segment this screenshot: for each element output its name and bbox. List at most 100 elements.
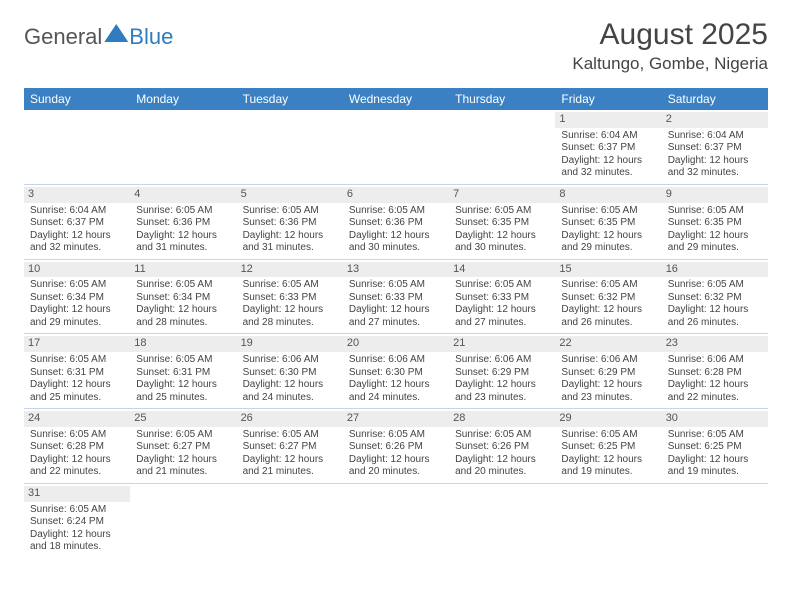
sunrise-text: Sunrise: 6:06 AM [243, 354, 337, 367]
day-header: Sunday [24, 88, 130, 110]
daylight-text: Daylight: 12 hours [30, 230, 124, 243]
sunrise-text: Sunrise: 6:05 AM [30, 504, 124, 517]
day-number: 16 [662, 262, 768, 278]
day-number: 24 [24, 411, 130, 427]
day-number: 5 [237, 187, 343, 203]
sunset-text: Sunset: 6:29 PM [561, 367, 655, 380]
daylight-text: and 27 minutes. [455, 317, 549, 330]
daylight-text: Daylight: 12 hours [561, 379, 655, 392]
daylight-text: Daylight: 12 hours [668, 454, 762, 467]
calendar-table: Sunday Monday Tuesday Wednesday Thursday… [24, 88, 768, 558]
sunset-text: Sunset: 6:25 PM [668, 441, 762, 454]
calendar-day-cell: 31Sunrise: 6:05 AMSunset: 6:24 PMDayligh… [24, 483, 130, 557]
calendar-day-cell: 10Sunrise: 6:05 AMSunset: 6:34 PMDayligh… [24, 259, 130, 334]
calendar-day-cell: 27Sunrise: 6:05 AMSunset: 6:26 PMDayligh… [343, 409, 449, 484]
calendar-day-cell: 17Sunrise: 6:05 AMSunset: 6:31 PMDayligh… [24, 334, 130, 409]
daylight-text: and 26 minutes. [668, 317, 762, 330]
daylight-text: Daylight: 12 hours [136, 454, 230, 467]
sunrise-text: Sunrise: 6:05 AM [561, 205, 655, 218]
sunset-text: Sunset: 6:30 PM [349, 367, 443, 380]
daylight-text: and 25 minutes. [136, 392, 230, 405]
sunrise-text: Sunrise: 6:04 AM [30, 205, 124, 218]
day-number: 26 [237, 411, 343, 427]
daylight-text: and 27 minutes. [349, 317, 443, 330]
sunset-text: Sunset: 6:31 PM [30, 367, 124, 380]
daylight-text: and 25 minutes. [30, 392, 124, 405]
sunrise-text: Sunrise: 6:05 AM [30, 279, 124, 292]
sunset-text: Sunset: 6:25 PM [561, 441, 655, 454]
calendar-day-cell [343, 483, 449, 557]
day-number: 20 [343, 336, 449, 352]
sunset-text: Sunset: 6:32 PM [561, 292, 655, 305]
daylight-text: Daylight: 12 hours [668, 155, 762, 168]
daylight-text: Daylight: 12 hours [243, 304, 337, 317]
calendar-day-cell [24, 110, 130, 184]
calendar-day-cell: 11Sunrise: 6:05 AMSunset: 6:34 PMDayligh… [130, 259, 236, 334]
calendar-day-cell: 12Sunrise: 6:05 AMSunset: 6:33 PMDayligh… [237, 259, 343, 334]
daylight-text: and 21 minutes. [243, 466, 337, 479]
calendar-day-cell [662, 483, 768, 557]
calendar-day-cell: 3Sunrise: 6:04 AMSunset: 6:37 PMDaylight… [24, 184, 130, 259]
sunrise-text: Sunrise: 6:05 AM [455, 429, 549, 442]
sunrise-text: Sunrise: 6:05 AM [668, 279, 762, 292]
day-number: 17 [24, 336, 130, 352]
daylight-text: and 30 minutes. [349, 242, 443, 255]
day-number: 14 [449, 262, 555, 278]
day-number: 10 [24, 262, 130, 278]
sunset-text: Sunset: 6:37 PM [561, 142, 655, 155]
daylight-text: and 23 minutes. [561, 392, 655, 405]
sunrise-text: Sunrise: 6:05 AM [136, 354, 230, 367]
sunrise-text: Sunrise: 6:05 AM [30, 429, 124, 442]
day-number: 25 [130, 411, 236, 427]
sunrise-text: Sunrise: 6:05 AM [349, 279, 443, 292]
daylight-text: and 29 minutes. [561, 242, 655, 255]
sunrise-text: Sunrise: 6:05 AM [136, 205, 230, 218]
calendar-day-cell: 14Sunrise: 6:05 AMSunset: 6:33 PMDayligh… [449, 259, 555, 334]
daylight-text: Daylight: 12 hours [243, 454, 337, 467]
calendar-day-cell: 21Sunrise: 6:06 AMSunset: 6:29 PMDayligh… [449, 334, 555, 409]
calendar-week-row: 17Sunrise: 6:05 AMSunset: 6:31 PMDayligh… [24, 334, 768, 409]
sunrise-text: Sunrise: 6:05 AM [349, 429, 443, 442]
calendar-day-cell [130, 110, 236, 184]
daylight-text: Daylight: 12 hours [668, 230, 762, 243]
calendar-week-row: 1Sunrise: 6:04 AMSunset: 6:37 PMDaylight… [24, 110, 768, 184]
sunset-text: Sunset: 6:29 PM [455, 367, 549, 380]
location-subtitle: Kaltungo, Gombe, Nigeria [572, 54, 768, 74]
daylight-text: and 23 minutes. [455, 392, 549, 405]
sunrise-text: Sunrise: 6:05 AM [455, 279, 549, 292]
daylight-text: and 31 minutes. [136, 242, 230, 255]
brand-part2: Blue [129, 24, 173, 50]
day-header: Wednesday [343, 88, 449, 110]
day-number: 2 [662, 112, 768, 128]
sunrise-text: Sunrise: 6:05 AM [349, 205, 443, 218]
daylight-text: and 24 minutes. [243, 392, 337, 405]
day-number: 23 [662, 336, 768, 352]
daylight-text: and 19 minutes. [561, 466, 655, 479]
calendar-day-cell: 26Sunrise: 6:05 AMSunset: 6:27 PMDayligh… [237, 409, 343, 484]
day-number: 18 [130, 336, 236, 352]
day-number: 30 [662, 411, 768, 427]
calendar-day-cell: 1Sunrise: 6:04 AMSunset: 6:37 PMDaylight… [555, 110, 661, 184]
daylight-text: and 32 minutes. [30, 242, 124, 255]
day-number: 12 [237, 262, 343, 278]
sunrise-text: Sunrise: 6:06 AM [455, 354, 549, 367]
sunrise-text: Sunrise: 6:05 AM [30, 354, 124, 367]
sunset-text: Sunset: 6:36 PM [136, 217, 230, 230]
daylight-text: Daylight: 12 hours [30, 454, 124, 467]
sunrise-text: Sunrise: 6:05 AM [561, 279, 655, 292]
daylight-text: Daylight: 12 hours [349, 379, 443, 392]
daylight-text: and 28 minutes. [136, 317, 230, 330]
calendar-day-cell: 16Sunrise: 6:05 AMSunset: 6:32 PMDayligh… [662, 259, 768, 334]
sunset-text: Sunset: 6:24 PM [30, 516, 124, 529]
sunrise-text: Sunrise: 6:05 AM [668, 205, 762, 218]
daylight-text: Daylight: 12 hours [349, 454, 443, 467]
sunrise-text: Sunrise: 6:05 AM [243, 205, 337, 218]
day-number: 9 [662, 187, 768, 203]
calendar-day-cell: 2Sunrise: 6:04 AMSunset: 6:37 PMDaylight… [662, 110, 768, 184]
day-number: 27 [343, 411, 449, 427]
daylight-text: Daylight: 12 hours [668, 304, 762, 317]
daylight-text: Daylight: 12 hours [561, 230, 655, 243]
calendar-week-row: 3Sunrise: 6:04 AMSunset: 6:37 PMDaylight… [24, 184, 768, 259]
daylight-text: Daylight: 12 hours [243, 230, 337, 243]
sunset-text: Sunset: 6:30 PM [243, 367, 337, 380]
